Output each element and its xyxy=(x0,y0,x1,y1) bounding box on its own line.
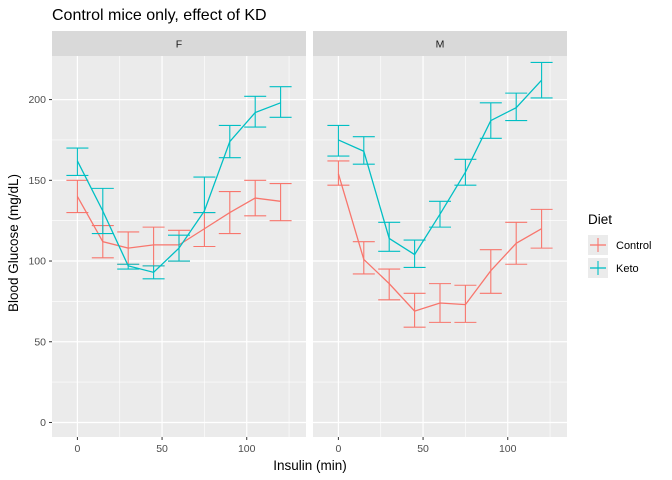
x-tick-label: 100 xyxy=(238,443,256,455)
facet-strip xyxy=(52,31,306,56)
series-line xyxy=(338,79,543,256)
series-control xyxy=(327,160,553,328)
error-bar xyxy=(269,182,292,222)
series-line xyxy=(337,173,542,312)
error-bar xyxy=(269,86,292,118)
panel-f: F 0 50 100 150 200 0 50 100 xyxy=(28,31,306,455)
series-keto xyxy=(327,61,553,269)
legend-title: Diet xyxy=(588,212,612,227)
error-bar xyxy=(352,136,375,165)
error-bar xyxy=(327,124,350,157)
x-tick-label: 50 xyxy=(156,443,168,455)
legend-entry-keto: Keto xyxy=(588,258,639,278)
chart-title: Control mice only, effect of KD xyxy=(52,7,267,24)
y-tick-label: 50 xyxy=(34,336,46,348)
error-bar xyxy=(327,160,350,186)
y-tick-label: 100 xyxy=(28,256,46,268)
y-axis-title: Blood Glucose (mg/dL) xyxy=(6,174,21,312)
legend-entries: Control Keto xyxy=(588,235,651,278)
x-tick-label: 100 xyxy=(499,443,517,455)
x-tick-label: 0 xyxy=(74,443,80,455)
x-tick-label: 50 xyxy=(417,443,429,455)
facet-strip-label: F xyxy=(176,39,182,51)
panel-background xyxy=(313,56,567,437)
x-axis-title: Insulin (min) xyxy=(273,458,347,473)
y-tick-label: 0 xyxy=(40,417,46,429)
legend: Diet Control Keto xyxy=(588,212,651,278)
x-tick-label: 0 xyxy=(335,443,341,455)
facet-strip xyxy=(313,31,567,56)
y-tick-label: 200 xyxy=(28,94,46,106)
gridlines xyxy=(52,56,306,437)
y-tick-label: 150 xyxy=(28,175,46,187)
error-bar xyxy=(244,95,267,128)
error-bar xyxy=(193,176,216,214)
gridlines xyxy=(313,56,567,437)
panel-m: M 0 50 100 xyxy=(313,31,567,455)
legend-label: Control xyxy=(616,240,651,252)
error-bar xyxy=(530,208,553,249)
legend-label: Keto xyxy=(616,263,639,275)
series-keto xyxy=(66,86,292,280)
legend-entry-control: Control xyxy=(588,235,651,255)
series-line xyxy=(76,102,281,274)
facet-strip-label: M xyxy=(436,39,445,51)
facet-panels: F 0 50 100 150 200 0 50 100 M 0 50 100 xyxy=(28,31,567,455)
